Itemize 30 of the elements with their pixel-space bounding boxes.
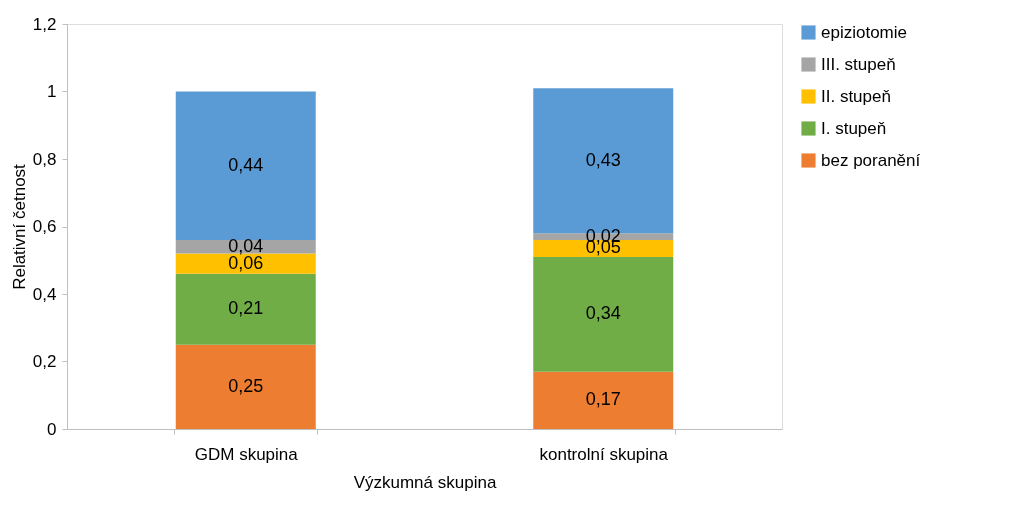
bar	[175, 91, 316, 240]
y-tick-label: 0,4	[32, 284, 57, 304]
y-tick-label: 0	[47, 419, 57, 439]
bar	[175, 240, 316, 254]
data-label: 0,43	[585, 149, 621, 170]
data-label: 0,21	[228, 298, 264, 319]
x-axis-title: Výzkumná skupina	[353, 472, 497, 492]
data-label: 0,44	[228, 154, 264, 175]
legend-label: III. stupeň	[821, 54, 896, 74]
data-label: 0,17	[585, 389, 621, 410]
data-label: 0,04	[228, 235, 264, 256]
bar	[533, 256, 674, 372]
bar	[175, 273, 316, 345]
y-tick-label: 0,8	[32, 149, 57, 169]
legend-label: bez poranění	[821, 150, 921, 170]
legend-label: epiziotomie	[821, 22, 907, 42]
y-axis-title: Relativní četnost	[9, 163, 29, 290]
data-label: 0,34	[585, 303, 621, 324]
y-tick-label: 0,6	[32, 217, 57, 236]
bar	[175, 344, 316, 429]
bar	[175, 253, 316, 274]
y-tick-label: 0,2	[32, 352, 57, 371]
y-tick-label: 1	[47, 82, 57, 101]
legend-label: I. stupeň	[821, 118, 887, 138]
x-tick-label: GDM skupina	[194, 444, 299, 464]
y-tick-label: 1,2	[32, 14, 57, 34]
x-tick-label: kontrolní skupina	[539, 444, 669, 464]
bar	[533, 371, 674, 429]
data-label: 0,25	[228, 375, 264, 396]
legend-label: II. stupeň	[821, 86, 891, 106]
